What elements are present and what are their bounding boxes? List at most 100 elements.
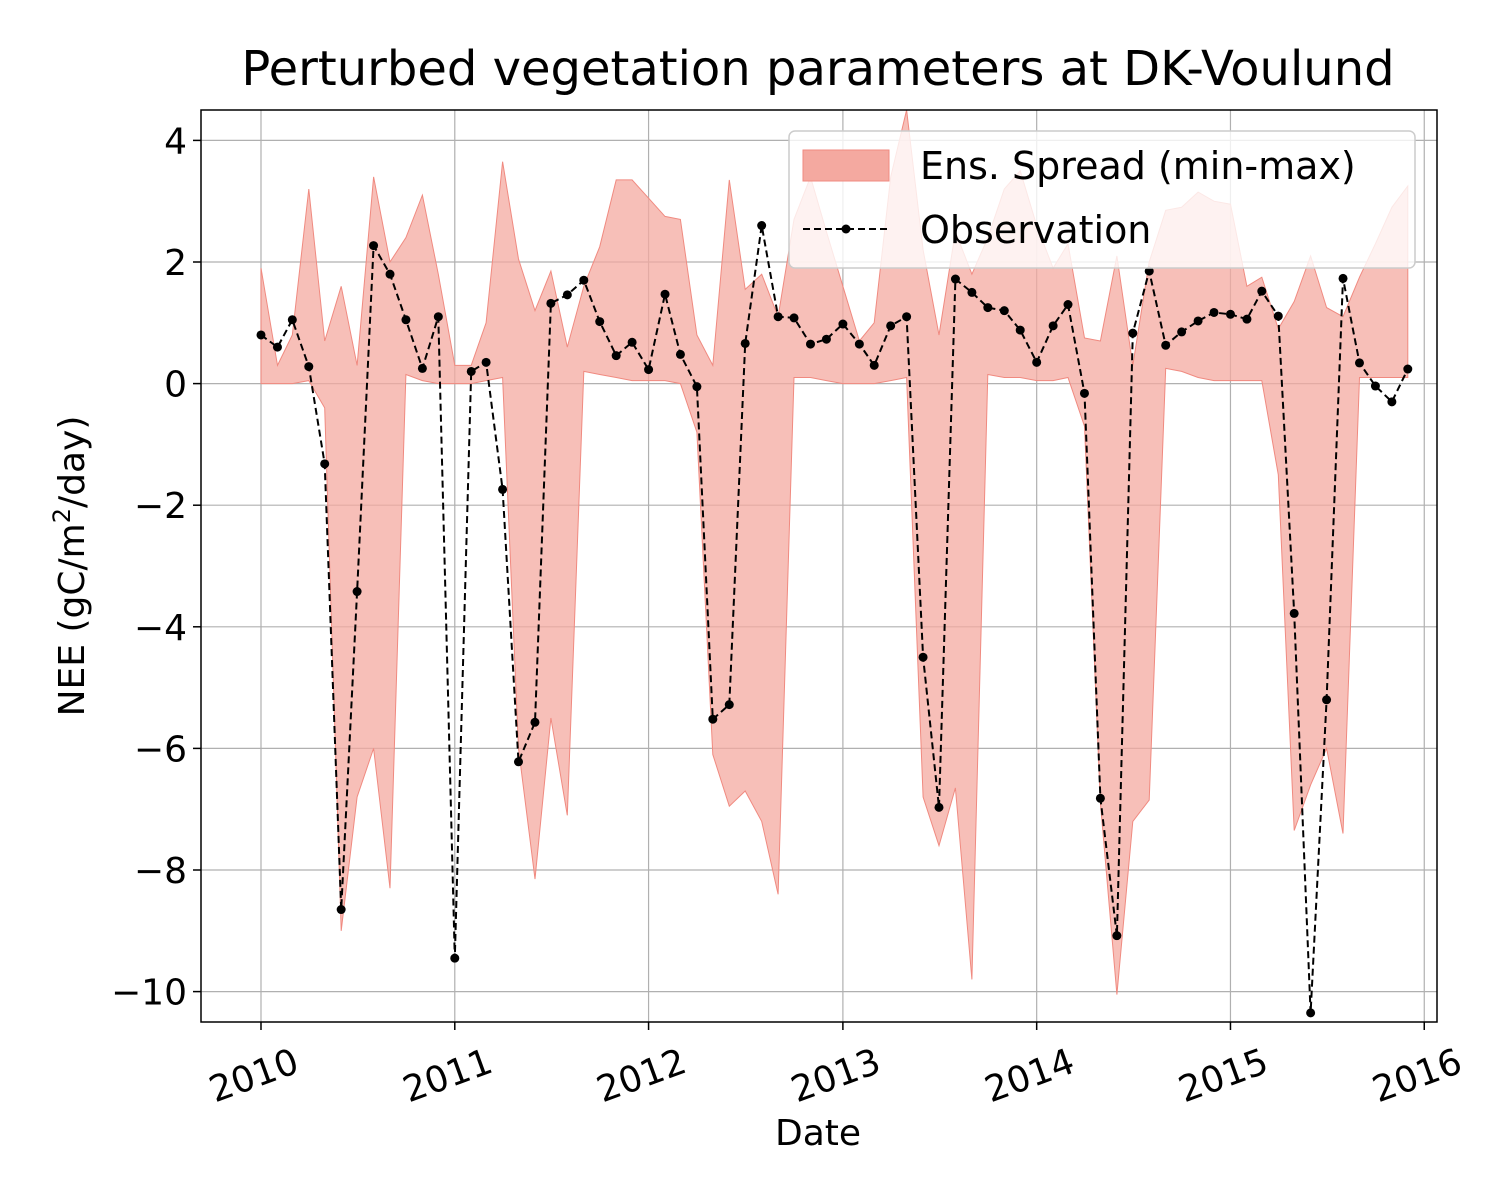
observation-point <box>433 312 443 322</box>
observation-point <box>1128 328 1138 338</box>
observation-point <box>708 714 718 724</box>
observation-point <box>1242 314 1252 324</box>
observation-point <box>272 342 282 352</box>
plot-frame <box>200 109 1438 1023</box>
observation-point <box>579 275 589 285</box>
observation-point <box>1322 695 1332 705</box>
observation-point <box>724 700 734 710</box>
x-tick-label: 2013 <box>786 1041 886 1111</box>
observation-point <box>934 802 944 812</box>
legend-ensemble-spread-swatch <box>802 149 890 182</box>
observation-point <box>385 269 395 279</box>
observation-point <box>1015 325 1025 335</box>
observation-point <box>1161 340 1171 350</box>
observation-point <box>967 287 977 297</box>
observation-point <box>1273 311 1283 321</box>
observation-point <box>757 221 767 231</box>
observation-point <box>806 339 816 349</box>
observation-point <box>1225 309 1235 319</box>
observation-point <box>773 312 783 322</box>
observation-point <box>1095 793 1105 803</box>
legend-observation-marker <box>841 224 851 234</box>
observation-point <box>498 484 508 494</box>
y-tick-label: −8 <box>134 851 187 892</box>
observation-point <box>644 365 654 375</box>
observation-point <box>789 313 799 323</box>
observation-point <box>1338 273 1348 283</box>
observation-point <box>466 366 476 376</box>
observation-point <box>256 330 266 340</box>
x-tick-label: 2010 <box>204 1041 304 1111</box>
y-tick-label: −10 <box>111 973 187 1014</box>
legend-observation-label: Observation <box>920 208 1151 252</box>
y-tick-label: 4 <box>164 121 187 162</box>
observation-point <box>304 362 314 372</box>
observation-point <box>1306 1008 1316 1018</box>
observation-point <box>1144 266 1154 276</box>
observation-point <box>740 338 750 348</box>
observation-point <box>1403 364 1413 374</box>
observation-point <box>675 349 685 359</box>
observation-point <box>320 459 330 469</box>
x-axis-label: Date <box>775 1113 861 1154</box>
observation-point <box>1112 931 1122 941</box>
observation-point <box>838 319 848 329</box>
x-tick-label: 2011 <box>398 1041 498 1111</box>
x-tick-label: 2016 <box>1367 1041 1467 1111</box>
y-axis-label-tail: /day) <box>52 416 93 508</box>
observation-point <box>287 315 297 325</box>
observation-point <box>611 351 621 361</box>
observation-point <box>918 652 928 662</box>
observation-point <box>886 321 896 331</box>
observation-point <box>595 317 605 327</box>
observation-point <box>660 289 670 299</box>
observation-point <box>1354 358 1364 368</box>
observation-point <box>1048 321 1058 331</box>
legend: Ens. Spread (min-max) Observation <box>788 130 1416 269</box>
observation-point <box>530 717 540 727</box>
x-tick-label: 2015 <box>1173 1041 1273 1111</box>
observation-point <box>821 334 831 344</box>
observation-point <box>1063 300 1073 310</box>
observation-point <box>1032 357 1042 367</box>
observation-point <box>481 357 491 367</box>
legend-box <box>788 130 1416 269</box>
observation-point <box>352 587 362 597</box>
y-axis-label: NEE (gC/m2/day) <box>48 416 93 717</box>
y-tick-label: −4 <box>134 608 187 649</box>
observation-point <box>1079 388 1089 398</box>
x-axis-ticks: 2010 2011 2012 2013 2014 2015 2016 <box>204 1022 1467 1111</box>
y-tick-label: −2 <box>134 486 187 527</box>
x-tick-label: 2012 <box>592 1041 692 1111</box>
observation-point <box>902 312 912 322</box>
observation-point <box>401 315 411 325</box>
observation-point <box>1209 307 1219 317</box>
observation-point <box>1193 316 1203 326</box>
observation-point <box>513 757 523 767</box>
observation-point <box>692 382 702 392</box>
y-tick-label: 0 <box>164 365 187 406</box>
observation-point <box>562 290 572 300</box>
observation-point <box>1257 286 1267 296</box>
y-tick-label: 2 <box>164 243 187 284</box>
observation-point <box>546 298 556 308</box>
observation-point <box>983 303 993 313</box>
observation-point <box>336 905 346 915</box>
legend-ensemble-spread-label: Ens. Spread (min-max) <box>920 144 1356 188</box>
observation-point <box>1289 608 1299 618</box>
observation-point <box>950 274 960 284</box>
observation-point <box>627 337 637 347</box>
observation-point <box>1177 327 1187 337</box>
observation-point <box>854 339 864 349</box>
observation-point <box>1387 397 1397 407</box>
observation-point <box>869 360 879 370</box>
y-tick-label: −6 <box>134 729 187 770</box>
y-axis-ticks: 4 2 0 −2 −4 −6 −8 −10 <box>111 121 201 1014</box>
observation-point <box>369 241 379 251</box>
y-axis-label-superscript: 2 <box>48 508 76 523</box>
observation-point <box>999 306 1009 316</box>
observation-point <box>450 953 460 963</box>
chart-title: Perturbed vegetation parameters at DK-Vo… <box>241 41 1394 97</box>
